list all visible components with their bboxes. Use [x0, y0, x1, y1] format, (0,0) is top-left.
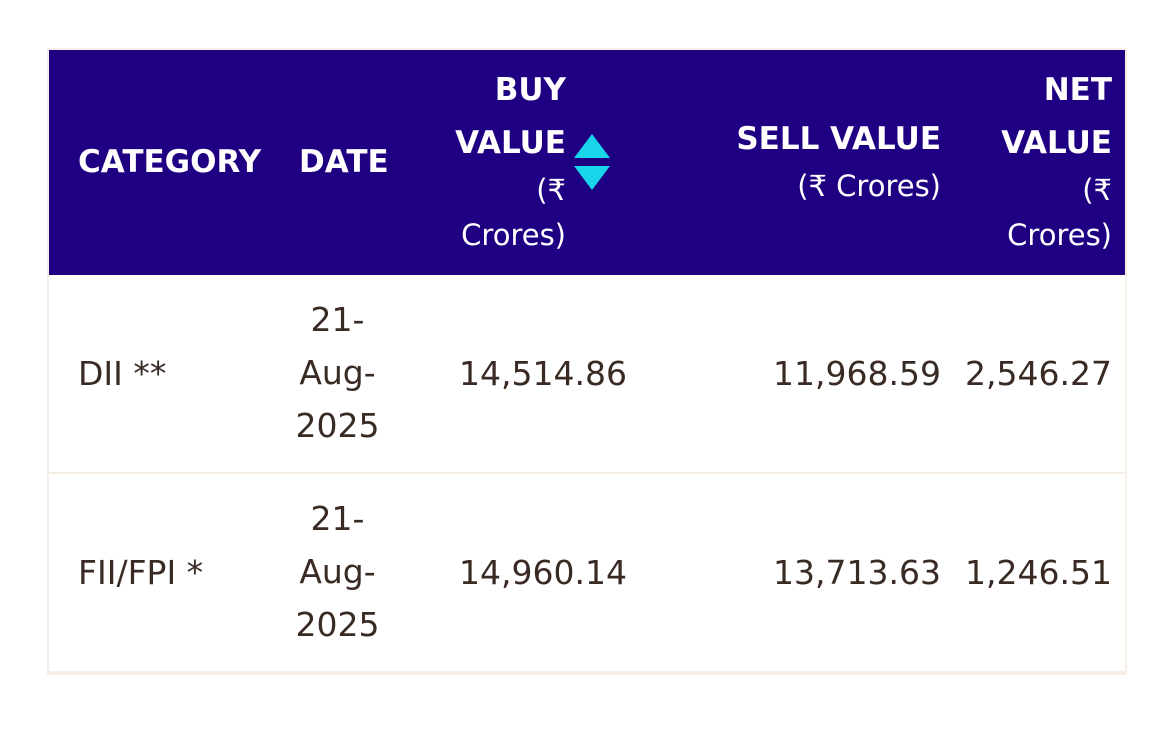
fii-dii-activity-table: CATEGORY DATE BUY VALUE (₹ Crores) SELL … — [47, 48, 1127, 675]
table-header: CATEGORY DATE BUY VALUE (₹ Crores) SELL … — [49, 50, 1125, 275]
table-row: FII/FPI * 21- Aug- 2025 14,960.14 13,713… — [49, 474, 1125, 673]
header-date: DATE — [299, 144, 389, 180]
table-row: DII ** 21- Aug- 2025 14,514.86 11,968.59… — [49, 275, 1125, 474]
header-net-value: NET VALUE (₹ Crores) — [1001, 72, 1112, 252]
sort-descending-icon[interactable] — [574, 166, 610, 190]
cell-date: 21- Aug- 2025 — [295, 300, 380, 445]
cell-sell-value: 11,968.59 — [773, 354, 941, 393]
header-buy-value[interactable]: BUY VALUE (₹ Crores) — [455, 72, 566, 252]
sort-up-down-icon[interactable] — [574, 134, 610, 192]
header-category: CATEGORY — [78, 144, 262, 180]
cell-buy-value: 14,960.14 — [459, 553, 627, 592]
header-sell-value: SELL VALUE (₹ Crores) — [736, 121, 941, 203]
cell-sell-value: 13,713.63 — [773, 553, 941, 592]
cell-buy-value: 14,514.86 — [459, 354, 627, 393]
sort-ascending-icon[interactable] — [574, 134, 610, 158]
cell-net-value: 2,546.27 — [965, 354, 1112, 393]
cell-net-value: 1,246.51 — [965, 553, 1112, 592]
cell-date: 21- Aug- 2025 — [295, 499, 380, 644]
cell-category: FII/FPI * — [78, 553, 204, 592]
cell-category: DII ** — [78, 354, 167, 393]
